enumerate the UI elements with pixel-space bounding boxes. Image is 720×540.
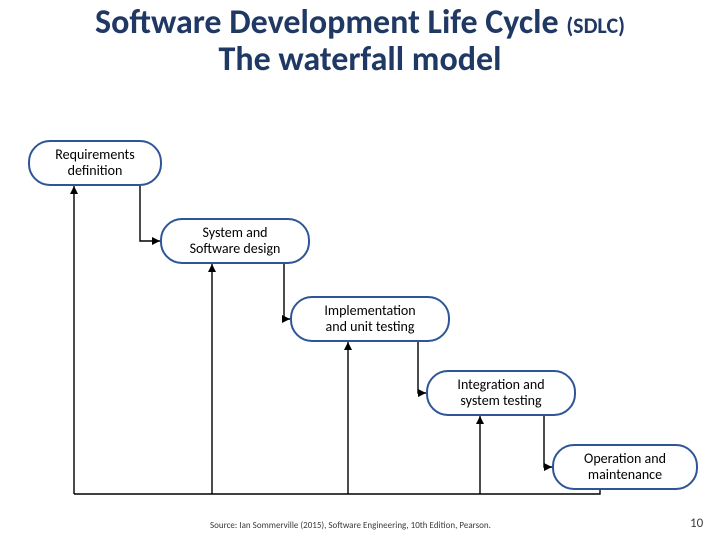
node-label-line2: definition bbox=[68, 162, 123, 179]
node-label-line1: Implementation bbox=[324, 302, 415, 319]
node-label-line2: system testing bbox=[460, 392, 541, 409]
page-number: 10 bbox=[690, 516, 703, 531]
title-sdlc: (SDLC) bbox=[566, 12, 625, 39]
slide-title: Software Development Life Cycle (SDLC) T… bbox=[0, 4, 720, 79]
feedback-trunk bbox=[74, 490, 600, 494]
slide: { "title": { "line1_pre": "Software Deve… bbox=[0, 0, 720, 540]
waterfall-node-4: Integration andsystem testing bbox=[426, 370, 576, 416]
waterfall-node-1: Requirementsdefinition bbox=[28, 140, 162, 186]
forward-arrow-3 bbox=[418, 342, 426, 393]
title-line2: The waterfall model bbox=[0, 41, 720, 78]
forward-arrow-4 bbox=[544, 416, 552, 467]
waterfall-node-2: System andSoftware design bbox=[160, 218, 310, 264]
waterfall-node-5: Operation andmaintenance bbox=[552, 444, 698, 490]
node-label-line1: System and bbox=[202, 224, 267, 241]
source-citation: Source: Ian Sommerville (2015), Software… bbox=[210, 520, 491, 531]
node-label-line2: Software design bbox=[190, 240, 281, 257]
title-main: Software Development Life Cycle bbox=[95, 2, 566, 43]
waterfall-node-3: Implementationand unit testing bbox=[290, 296, 450, 342]
node-label-line2: maintenance bbox=[588, 466, 662, 483]
title-line1: Software Development Life Cycle (SDLC) bbox=[0, 4, 720, 41]
node-label-line1: Requirements bbox=[55, 146, 134, 163]
node-label-line1: Integration and bbox=[457, 376, 544, 393]
forward-arrow-1 bbox=[140, 186, 160, 241]
node-label-line1: Operation and bbox=[584, 450, 666, 467]
node-label-line2: and unit testing bbox=[326, 318, 415, 335]
forward-arrow-2 bbox=[284, 264, 290, 319]
